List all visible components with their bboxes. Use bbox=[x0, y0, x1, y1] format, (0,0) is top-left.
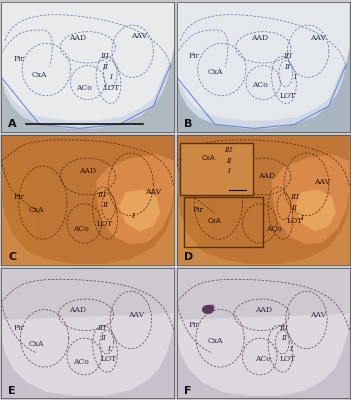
Polygon shape bbox=[272, 154, 350, 244]
Polygon shape bbox=[177, 268, 350, 320]
Text: LOT: LOT bbox=[97, 220, 113, 228]
Text: LOT: LOT bbox=[279, 355, 296, 363]
Text: ACo: ACo bbox=[266, 225, 282, 233]
Text: I: I bbox=[109, 73, 112, 81]
Polygon shape bbox=[1, 268, 174, 396]
Text: Pir: Pir bbox=[13, 55, 24, 63]
Text: Pir: Pir bbox=[189, 321, 200, 329]
Polygon shape bbox=[294, 190, 336, 231]
Text: LOT: LOT bbox=[279, 92, 296, 100]
Text: I: I bbox=[293, 73, 296, 81]
Text: II: II bbox=[226, 157, 231, 165]
Circle shape bbox=[202, 305, 214, 314]
Text: C: C bbox=[8, 252, 16, 262]
Polygon shape bbox=[177, 268, 350, 396]
Text: B: B bbox=[184, 120, 192, 130]
Text: III: III bbox=[97, 191, 106, 199]
Text: LOT: LOT bbox=[104, 84, 120, 92]
Text: AAD: AAD bbox=[255, 306, 272, 314]
Text: II: II bbox=[281, 334, 287, 342]
Text: LOT: LOT bbox=[100, 355, 117, 363]
Text: AAD: AAD bbox=[258, 172, 275, 180]
Text: Pir: Pir bbox=[192, 206, 203, 214]
Text: II: II bbox=[284, 63, 290, 71]
Text: I: I bbox=[300, 214, 303, 222]
Text: III: III bbox=[225, 146, 233, 154]
Text: CxA: CxA bbox=[208, 218, 222, 224]
Text: AAV: AAV bbox=[128, 311, 144, 319]
Text: I: I bbox=[289, 345, 292, 353]
Text: II: II bbox=[102, 201, 108, 209]
Circle shape bbox=[208, 304, 215, 310]
Text: II: II bbox=[100, 334, 106, 342]
Polygon shape bbox=[177, 135, 350, 265]
FancyBboxPatch shape bbox=[180, 142, 253, 195]
Polygon shape bbox=[1, 161, 39, 256]
Text: AAD: AAD bbox=[251, 34, 269, 42]
Text: II: II bbox=[102, 63, 108, 71]
Text: III: III bbox=[283, 52, 292, 60]
Text: Pir: Pir bbox=[13, 324, 24, 332]
Text: CxA: CxA bbox=[201, 155, 215, 161]
Text: III: III bbox=[97, 324, 106, 332]
Text: I: I bbox=[107, 345, 110, 353]
Text: ACo: ACo bbox=[73, 358, 89, 366]
Polygon shape bbox=[1, 2, 174, 128]
Text: ACo: ACo bbox=[256, 355, 271, 363]
Polygon shape bbox=[119, 190, 160, 231]
Text: I: I bbox=[227, 167, 230, 175]
Text: Pir: Pir bbox=[13, 193, 24, 201]
Text: AAV: AAV bbox=[145, 188, 161, 196]
Text: LOT: LOT bbox=[286, 217, 303, 225]
Text: CxA: CxA bbox=[28, 340, 44, 348]
Polygon shape bbox=[97, 154, 174, 244]
Text: AAD: AAD bbox=[69, 34, 86, 42]
Text: AAV: AAV bbox=[310, 34, 326, 42]
Polygon shape bbox=[177, 64, 346, 128]
Text: III: III bbox=[279, 324, 289, 332]
Text: I: I bbox=[131, 212, 134, 220]
Text: CxA: CxA bbox=[28, 206, 44, 214]
Text: ACo: ACo bbox=[252, 81, 268, 89]
Text: AAD: AAD bbox=[69, 306, 86, 314]
Polygon shape bbox=[1, 268, 174, 320]
Text: CxA: CxA bbox=[207, 337, 223, 345]
Polygon shape bbox=[1, 64, 171, 128]
Text: F: F bbox=[184, 386, 191, 396]
Polygon shape bbox=[177, 2, 350, 128]
Text: AAV: AAV bbox=[310, 311, 326, 319]
Text: D: D bbox=[184, 252, 193, 262]
Text: CxA: CxA bbox=[207, 68, 223, 76]
Polygon shape bbox=[1, 135, 174, 264]
Text: ACo: ACo bbox=[77, 84, 92, 92]
Polygon shape bbox=[1, 135, 174, 265]
Text: AAV: AAV bbox=[314, 178, 330, 186]
Text: CxA: CxA bbox=[32, 71, 47, 79]
Polygon shape bbox=[177, 135, 350, 264]
Text: III: III bbox=[290, 193, 299, 201]
Text: AAV: AAV bbox=[132, 32, 148, 40]
Text: III: III bbox=[100, 52, 110, 60]
Text: ACo: ACo bbox=[73, 225, 89, 233]
Text: E: E bbox=[8, 386, 16, 396]
Text: AAD: AAD bbox=[79, 167, 96, 175]
Text: A: A bbox=[8, 120, 17, 130]
Text: Pir: Pir bbox=[189, 52, 200, 60]
Polygon shape bbox=[177, 161, 215, 256]
Text: II: II bbox=[291, 204, 297, 212]
